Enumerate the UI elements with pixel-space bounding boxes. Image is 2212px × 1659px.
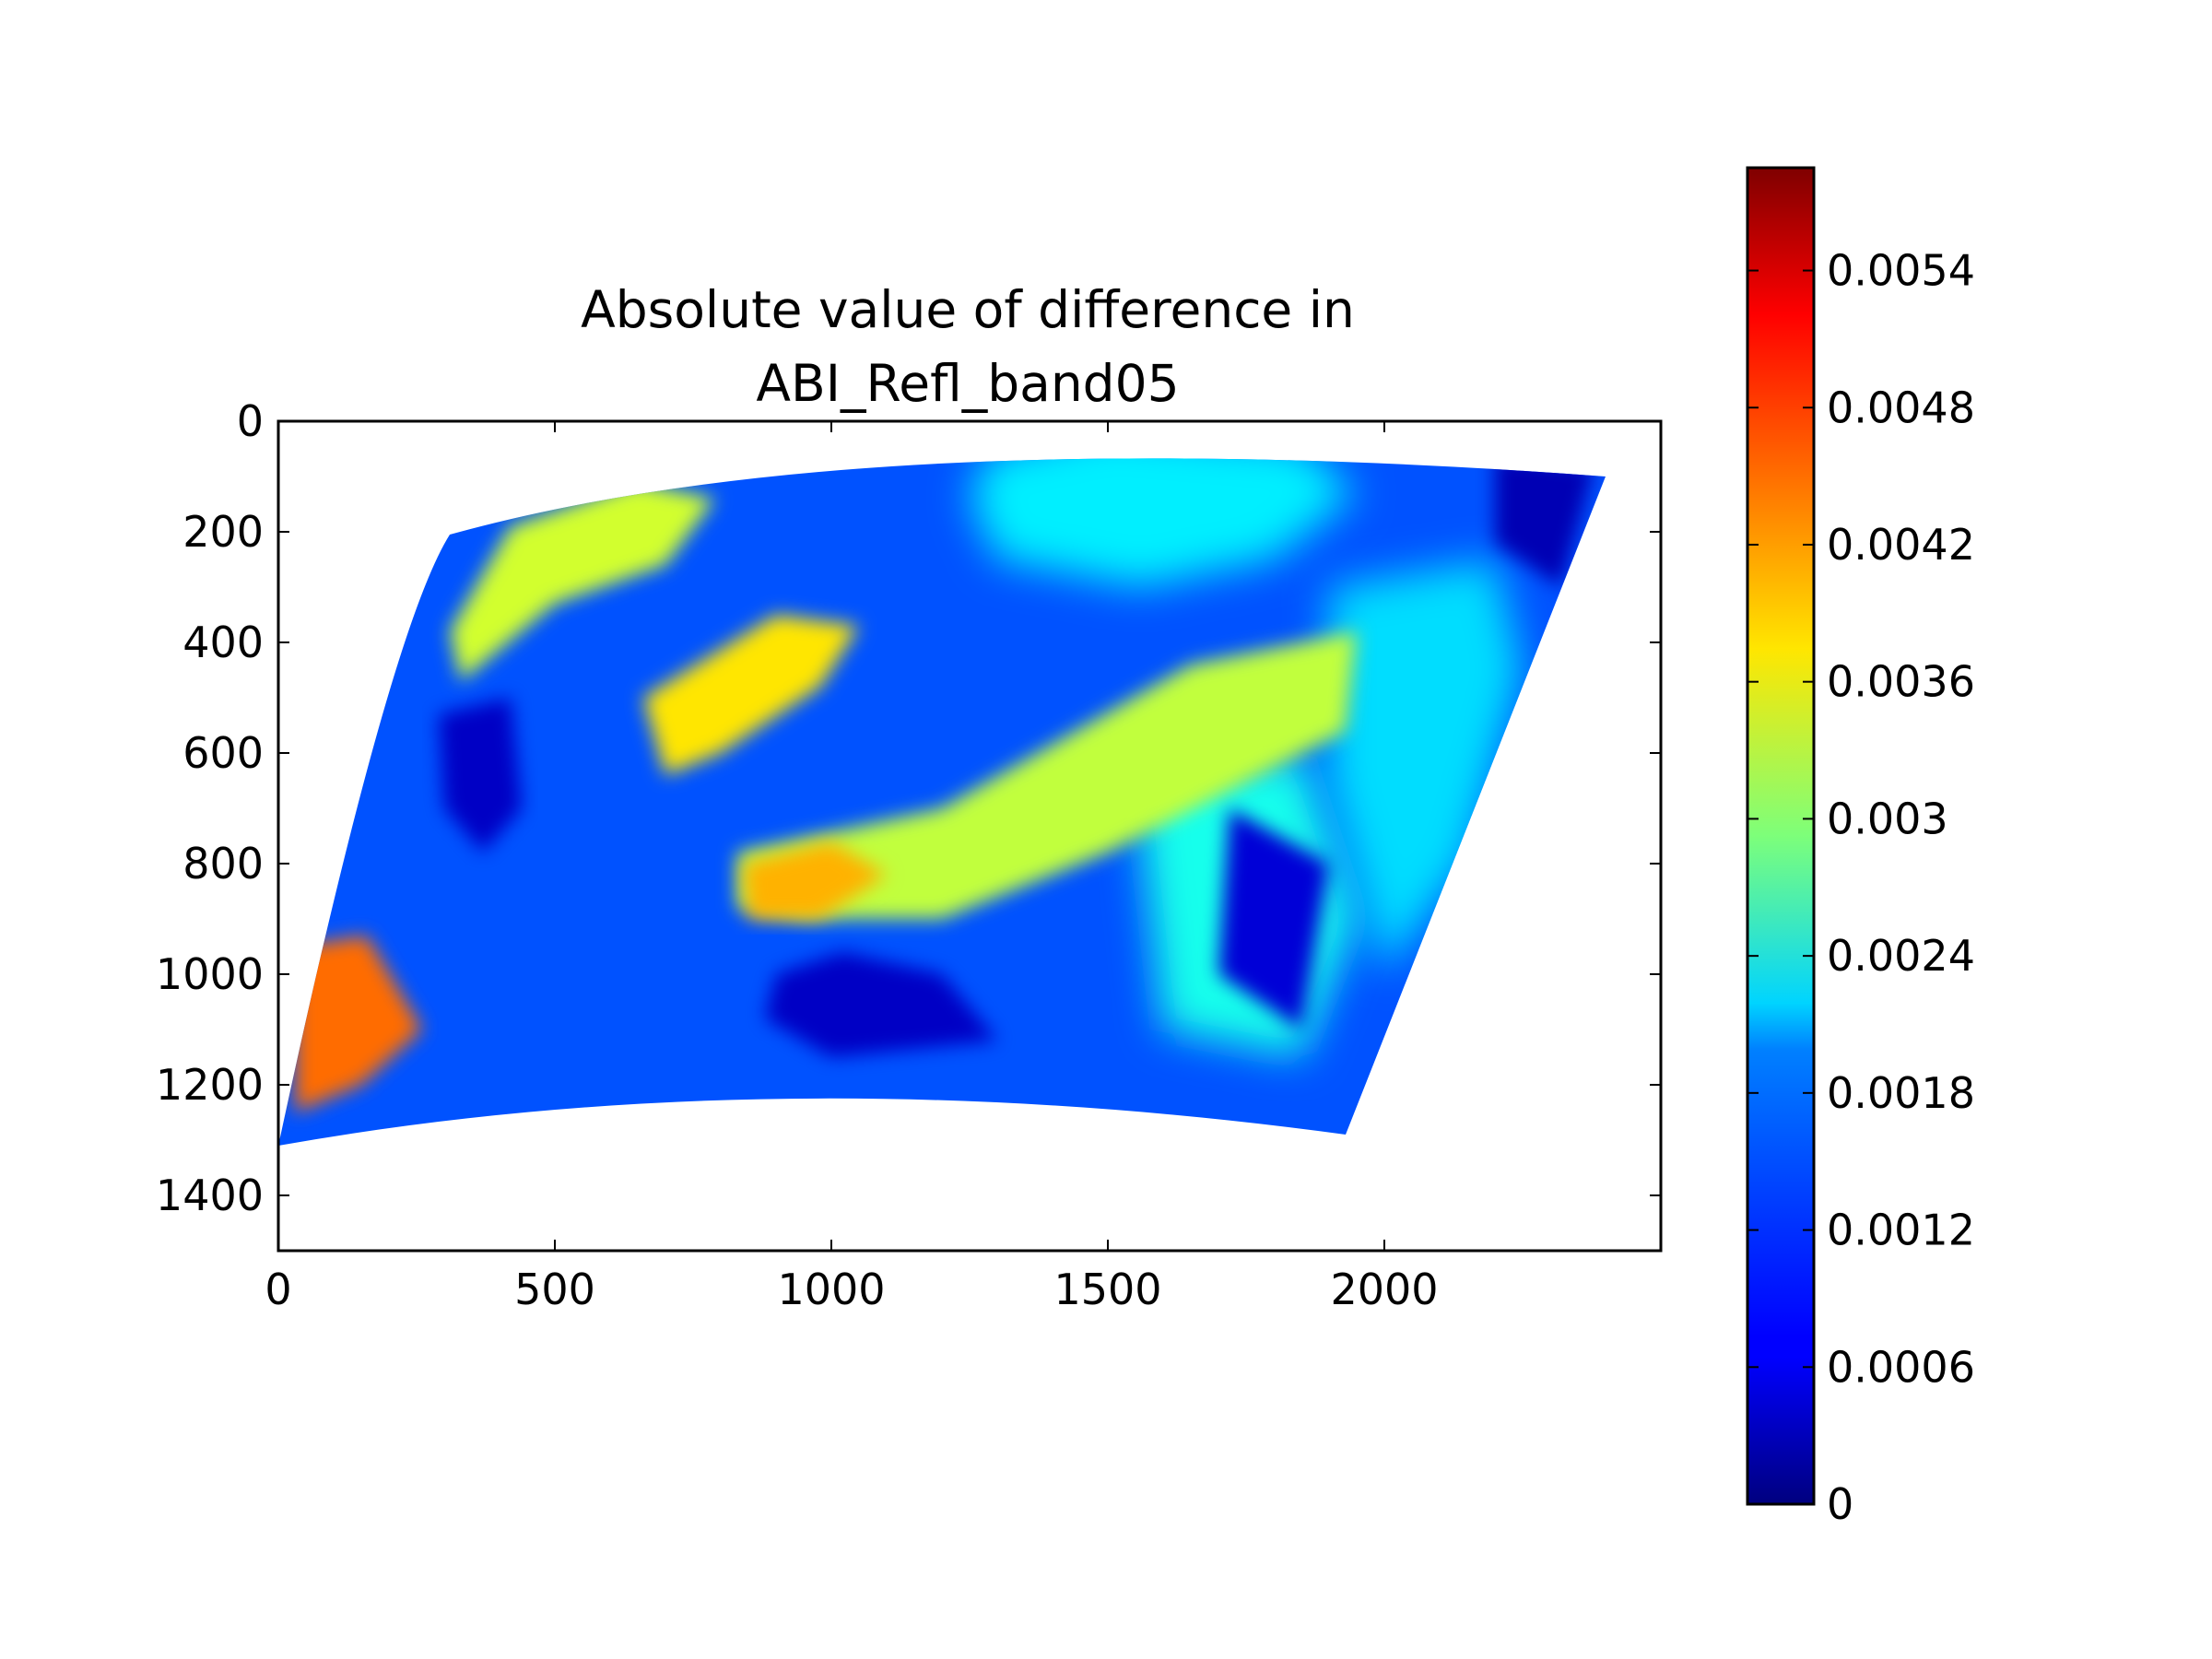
pacific-low (439, 698, 522, 853)
colorbar-tick-label: 0.003 (1827, 794, 1948, 843)
heatmap-image (278, 458, 1606, 1146)
southern-orange-patch (743, 841, 887, 919)
colorbar-tick-label: 0.0054 (1827, 246, 1975, 296)
colorbar-tick-label: 0 (1827, 1479, 1853, 1529)
eastern-bright-cloud (1329, 559, 1523, 974)
colorbar-tick-label: 0.0024 (1827, 931, 1975, 981)
x-tick-label: 500 (514, 1265, 595, 1314)
y-tick-label: 200 (182, 507, 264, 557)
pacific-speckle (295, 935, 422, 1112)
atlantic-low (1218, 808, 1329, 1030)
plains-band (643, 615, 859, 775)
colorbar-tick-label: 0.0012 (1827, 1206, 1975, 1255)
x-tick-label: 1500 (1053, 1265, 1161, 1314)
x-tick-label: 2000 (1330, 1265, 1438, 1314)
chart-title-line-1: Absolute value of difference in (581, 280, 1355, 339)
y-tick-label: 1000 (156, 949, 264, 999)
colorbar-tick-label: 0.0006 (1827, 1342, 1975, 1392)
chart-title-line-2: ABI_Refl_band05 (756, 354, 1179, 413)
y-tick-label: 0 (237, 396, 264, 446)
plot-frame (276, 419, 1663, 1253)
frontal-cloud-band (737, 631, 1357, 919)
colorbar (1746, 166, 1816, 1506)
northwest-land-strip (450, 482, 715, 681)
y-axis-ticks: 0 200 400 600 800 1000 1200 1400 (156, 396, 1661, 1220)
colorbar-tick-label: 0.0048 (1827, 382, 1975, 432)
colorbar-ticks: 0 0.0006 0.0012 0.0018 0.0024 0.003 0.0036 0.00… (1747, 246, 1975, 1529)
northern-cloud-swirl (970, 458, 1357, 587)
gulf-low (765, 952, 997, 1057)
y-tick-label: 1200 (156, 1060, 264, 1110)
colorbar-tick-label: 0.0018 (1827, 1068, 1975, 1118)
y-tick-label: 1400 (156, 1171, 264, 1220)
y-tick-label: 400 (182, 618, 264, 667)
x-tick-label: 0 (265, 1265, 291, 1314)
northeast-corner-low (1495, 458, 1594, 587)
colorbar-tick-label: 0.0036 (1827, 657, 1975, 707)
colorbar-tick-label: 0.0042 (1827, 520, 1975, 570)
y-tick-label: 600 (182, 728, 264, 778)
x-axis-ticks: 0 500 1000 1500 2000 (265, 421, 1439, 1314)
x-tick-label: 1000 (777, 1265, 885, 1314)
y-tick-label: 800 (182, 839, 264, 888)
